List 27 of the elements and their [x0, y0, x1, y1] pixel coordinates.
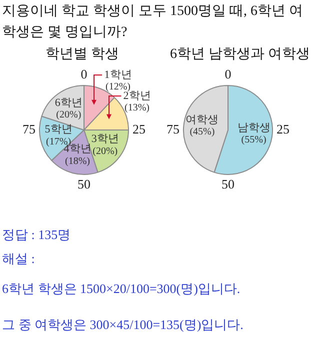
- data-label: (20%): [92, 146, 118, 157]
- chart-title: 학년별 학생: [44, 46, 120, 64]
- slice-label: 남학생: [237, 122, 270, 134]
- slice-label: 3학년: [91, 133, 119, 146]
- data-label: (20%): [56, 110, 82, 121]
- data-label: (45%): [190, 126, 215, 138]
- text: 6학년 학생은 1500×20/100=300(명)입니다.: [2, 280, 242, 298]
- slice-label: 5학년: [44, 124, 72, 136]
- text: 25: [132, 121, 146, 136]
- data-label: (13%): [124, 102, 150, 114]
- text: 50: [78, 176, 90, 192]
- slice-label: 여학생: [186, 114, 219, 126]
- text: 75: [166, 121, 180, 136]
- text: 해설 :: [2, 250, 36, 268]
- text: 25: [276, 121, 290, 136]
- text: 0: [224, 66, 232, 82]
- text: 지용이네 학교 학생이 모두 1500명일 때, 6학년 여학생은 몇 명입니까?: [2, 3, 304, 42]
- text: 50: [222, 176, 234, 192]
- text: 0: [80, 66, 88, 82]
- data-label: (55%): [241, 134, 266, 146]
- slice-label: 6학년: [54, 96, 82, 109]
- chart-title: 6학년 남학생과 여학생: [169, 46, 311, 64]
- slice-label: 1학년: [104, 68, 132, 81]
- text: 75: [22, 121, 36, 136]
- text: 정답 : 135명: [2, 226, 72, 244]
- data-label: (18%): [65, 156, 90, 167]
- text: 그 중 여학생은 300×45/100=135(명)입니다.: [2, 316, 244, 334]
